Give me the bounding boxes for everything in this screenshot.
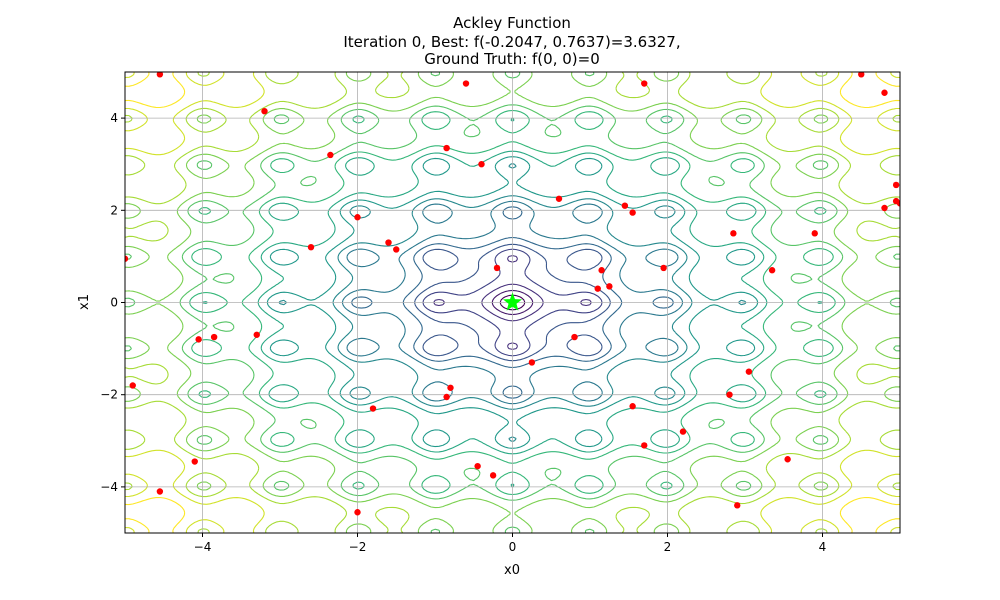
sample-point — [629, 209, 636, 216]
y-tick-label: −4 — [100, 480, 118, 494]
contour-level-2 — [433, 255, 592, 350]
x-tick-label: 4 — [819, 540, 827, 554]
sample-point — [443, 144, 450, 152]
title-line-3: Ground Truth: f(0, 0)=0 — [424, 50, 600, 68]
sample-point — [253, 331, 260, 338]
contour-level-6 — [341, 200, 684, 405]
sample-point — [734, 502, 741, 509]
contour-level-8 — [266, 156, 759, 449]
sample-point — [261, 107, 268, 115]
sample-point — [730, 230, 737, 237]
sample-point — [679, 428, 687, 435]
y-tick-label: 0 — [110, 296, 118, 310]
sample-point — [896, 200, 900, 207]
sample-point — [191, 458, 198, 465]
y-axis-ticks: −4 −2 0 2 4 — [100, 111, 125, 494]
x-tick-label: 0 — [509, 540, 517, 554]
sample-point — [195, 336, 202, 343]
contour-lines — [125, 72, 900, 533]
title-line-1: Ackley Function — [453, 14, 571, 32]
sample-point — [385, 239, 392, 246]
sample-point — [307, 243, 315, 251]
sample-point — [369, 405, 377, 412]
contour-level-3 — [422, 248, 603, 357]
sample-point — [327, 151, 334, 159]
sample-point — [156, 488, 164, 495]
sample-point — [881, 204, 888, 212]
ground-truth-star — [502, 292, 523, 311]
x-tick-label: 2 — [664, 540, 672, 554]
contour-level-13 — [125, 72, 900, 533]
sample-point — [125, 255, 129, 262]
ground-truth-marker — [502, 292, 523, 311]
chart-title: Ackley Function Iteration 0, Best: f(-0.… — [343, 14, 680, 68]
contour-level-11 — [125, 72, 900, 533]
sample-point — [528, 359, 536, 366]
sample-point — [745, 368, 753, 375]
sample-point — [598, 267, 605, 274]
title-line-2: Iteration 0, Best: f(-0.2047, 0.7637)=3.… — [343, 33, 680, 51]
sample-point — [660, 264, 667, 272]
contour-level-15 — [125, 72, 900, 533]
sample-point — [354, 214, 361, 221]
x-tick-label: −2 — [349, 540, 367, 554]
sample-point — [571, 333, 578, 341]
sample-point — [210, 333, 218, 341]
x-tick-label: −4 — [194, 540, 212, 554]
contour-level-1 — [491, 289, 534, 316]
sample-point — [892, 181, 900, 189]
sample-point — [489, 472, 497, 479]
sample-point — [641, 80, 648, 87]
contour-level-14 — [125, 72, 900, 533]
sample-point — [393, 246, 400, 253]
sample-points — [125, 72, 900, 516]
sample-point — [478, 161, 485, 168]
sample-point — [474, 462, 481, 470]
sample-point — [156, 72, 164, 78]
sample-point — [129, 382, 136, 389]
y-axis-label: x1 — [77, 294, 92, 310]
sample-point — [784, 456, 791, 463]
sample-point — [462, 80, 470, 87]
contour-level-7 — [278, 163, 747, 442]
sample-point — [641, 442, 648, 449]
y-tick-label: 4 — [110, 111, 118, 125]
sample-point — [768, 267, 776, 274]
y-tick-label: −2 — [100, 388, 118, 402]
y-tick-label: 2 — [110, 203, 118, 217]
sample-point — [726, 391, 733, 398]
sample-point — [594, 285, 601, 292]
sample-point — [858, 72, 865, 78]
x-axis-ticks: −4 −2 0 2 4 — [194, 533, 827, 554]
sample-point — [443, 393, 450, 401]
contour-level-5 — [351, 206, 674, 399]
sample-point — [881, 89, 888, 96]
sample-point — [493, 264, 501, 272]
contour-level-0 — [499, 294, 526, 311]
sample-point — [629, 403, 636, 410]
sample-point — [621, 202, 629, 209]
sample-point — [354, 509, 361, 516]
sample-point — [555, 195, 563, 202]
sample-point — [606, 283, 613, 290]
sample-point — [811, 230, 818, 237]
x-axis-label: x0 — [504, 563, 520, 578]
sample-point — [447, 384, 454, 391]
